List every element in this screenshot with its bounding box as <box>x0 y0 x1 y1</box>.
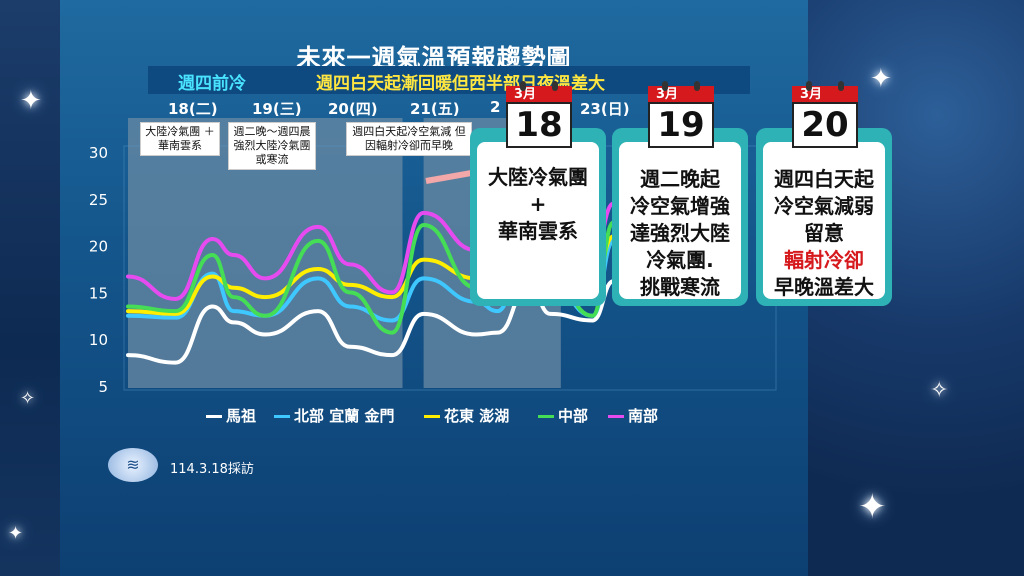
sparkle-icon: ✦ <box>8 523 24 544</box>
calendar-icon: 3月 20 <box>792 81 858 148</box>
ring-icon <box>806 81 812 91</box>
card-line: 華南雲系 <box>498 219 578 243</box>
cwa-logo: ≋ <box>108 448 158 482</box>
day-label: 21(五) <box>410 100 460 118</box>
y-tick-label: 20 <box>89 238 108 256</box>
card-text: 大陸冷氣團 + 華南雲系 <box>477 164 599 245</box>
y-tick-label: 25 <box>89 191 108 209</box>
legend-swatch <box>538 415 554 418</box>
card-line: 留意 <box>804 221 844 245</box>
day-label: 20(四) <box>328 100 378 118</box>
sparkle-icon: ✦ <box>870 64 892 94</box>
sparkle-icon: ✧ <box>930 378 949 403</box>
note-day1: 大陸冷氣團 ＋華南雲系 <box>140 122 220 156</box>
card-line: 達強烈大陸 <box>630 221 730 245</box>
card-line: + <box>529 192 547 216</box>
calendar-icon: 3月 18 <box>506 81 572 148</box>
card-body: 週二晚起 冷空氣增強 達強烈大陸 冷氣團. 挑戰寒流 <box>619 142 741 299</box>
day-label: 18(二) <box>168 100 218 118</box>
day-label: 19(三) <box>252 100 302 118</box>
legend-item-south: 南部 <box>608 405 658 426</box>
legend-label: 中部 <box>558 407 589 425</box>
card-line: 冷氣團. <box>646 248 714 272</box>
ring-icon <box>520 81 526 91</box>
card-body: 週四白天起 冷空氣減弱 留意 輻射冷卻 早晚溫差大 <box>763 142 885 299</box>
legend-label: 北部 宜蘭 金門 <box>294 407 395 425</box>
card-line: 冷空氣減弱 <box>774 194 874 218</box>
calendar-day: 20 <box>792 102 858 148</box>
calendar-day: 19 <box>648 102 714 148</box>
calendar-day: 18 <box>506 102 572 148</box>
card-text: 週四白天起 冷空氣減弱 留意 輻射冷卻 早晚溫差大 <box>763 166 885 301</box>
logo-icon: ≋ <box>126 455 140 474</box>
day-label: 2 <box>490 98 501 116</box>
note-day3: 週四白天起冷空氣減 但因輻射冷卻而早晚 <box>346 122 472 156</box>
info-card-19: 週二晚起 冷空氣增強 達強烈大陸 冷氣團. 挑戰寒流 <box>612 128 748 306</box>
subtitle-left: 週四前冷 <box>178 74 246 94</box>
ring-icon <box>552 81 558 91</box>
legend-item-north: 北部 宜蘭 金門 <box>274 405 394 426</box>
legend-item-central: 中部 <box>538 405 588 426</box>
legend-label: 馬祖 <box>226 407 257 425</box>
card-line: 週四白天起 <box>774 167 874 191</box>
calendar-icon: 3月 19 <box>648 81 714 148</box>
card-line: 挑戰寒流 <box>640 275 720 299</box>
info-card-20: 週四白天起 冷空氣減弱 留意 輻射冷卻 早晚溫差大 <box>756 128 892 306</box>
y-tick-label: 15 <box>89 284 108 302</box>
ring-icon <box>694 81 700 91</box>
legend-swatch <box>608 415 624 418</box>
card-line: 冷空氣增強 <box>630 194 730 218</box>
card-line: 早晚溫差大 <box>774 275 874 299</box>
card-line: 大陸冷氣團 <box>488 165 588 189</box>
info-card-18: 大陸冷氣團 + 華南雲系 <box>470 128 606 306</box>
y-tick-label: 10 <box>89 331 108 349</box>
y-tick-label: 30 <box>89 144 108 162</box>
card-line: 週二晚起 <box>640 167 720 191</box>
ring-icon <box>662 81 668 91</box>
card-line-highlight: 輻射冷卻 <box>784 248 864 272</box>
card-body: 大陸冷氣團 + 華南雲系 <box>477 142 599 299</box>
interview-date: 114.3.18採訪 <box>170 462 254 477</box>
legend-label: 花東 澎湖 <box>444 407 510 425</box>
legend-item-mazu: 馬祖 <box>206 405 256 426</box>
legend-swatch <box>274 415 290 418</box>
day-label: 23(日) <box>580 100 630 118</box>
note-day2: 週二晚～週四晨 強烈大陸冷氣團 或寒流 <box>228 122 316 170</box>
legend-swatch <box>206 415 222 418</box>
sparkle-icon: ✦ <box>20 86 42 116</box>
sparkle-icon: ✦ <box>858 487 887 527</box>
y-tick-label: 5 <box>98 378 108 396</box>
legend-item-hualien: 花東 澎湖 <box>424 405 509 426</box>
card-text: 週二晚起 冷空氣增強 達強烈大陸 冷氣團. 挑戰寒流 <box>619 166 741 301</box>
legend-swatch <box>424 415 440 418</box>
ring-icon <box>838 81 844 91</box>
background-left <box>0 0 60 576</box>
legend-label: 南部 <box>628 407 659 425</box>
sparkle-icon: ✧ <box>20 388 36 409</box>
